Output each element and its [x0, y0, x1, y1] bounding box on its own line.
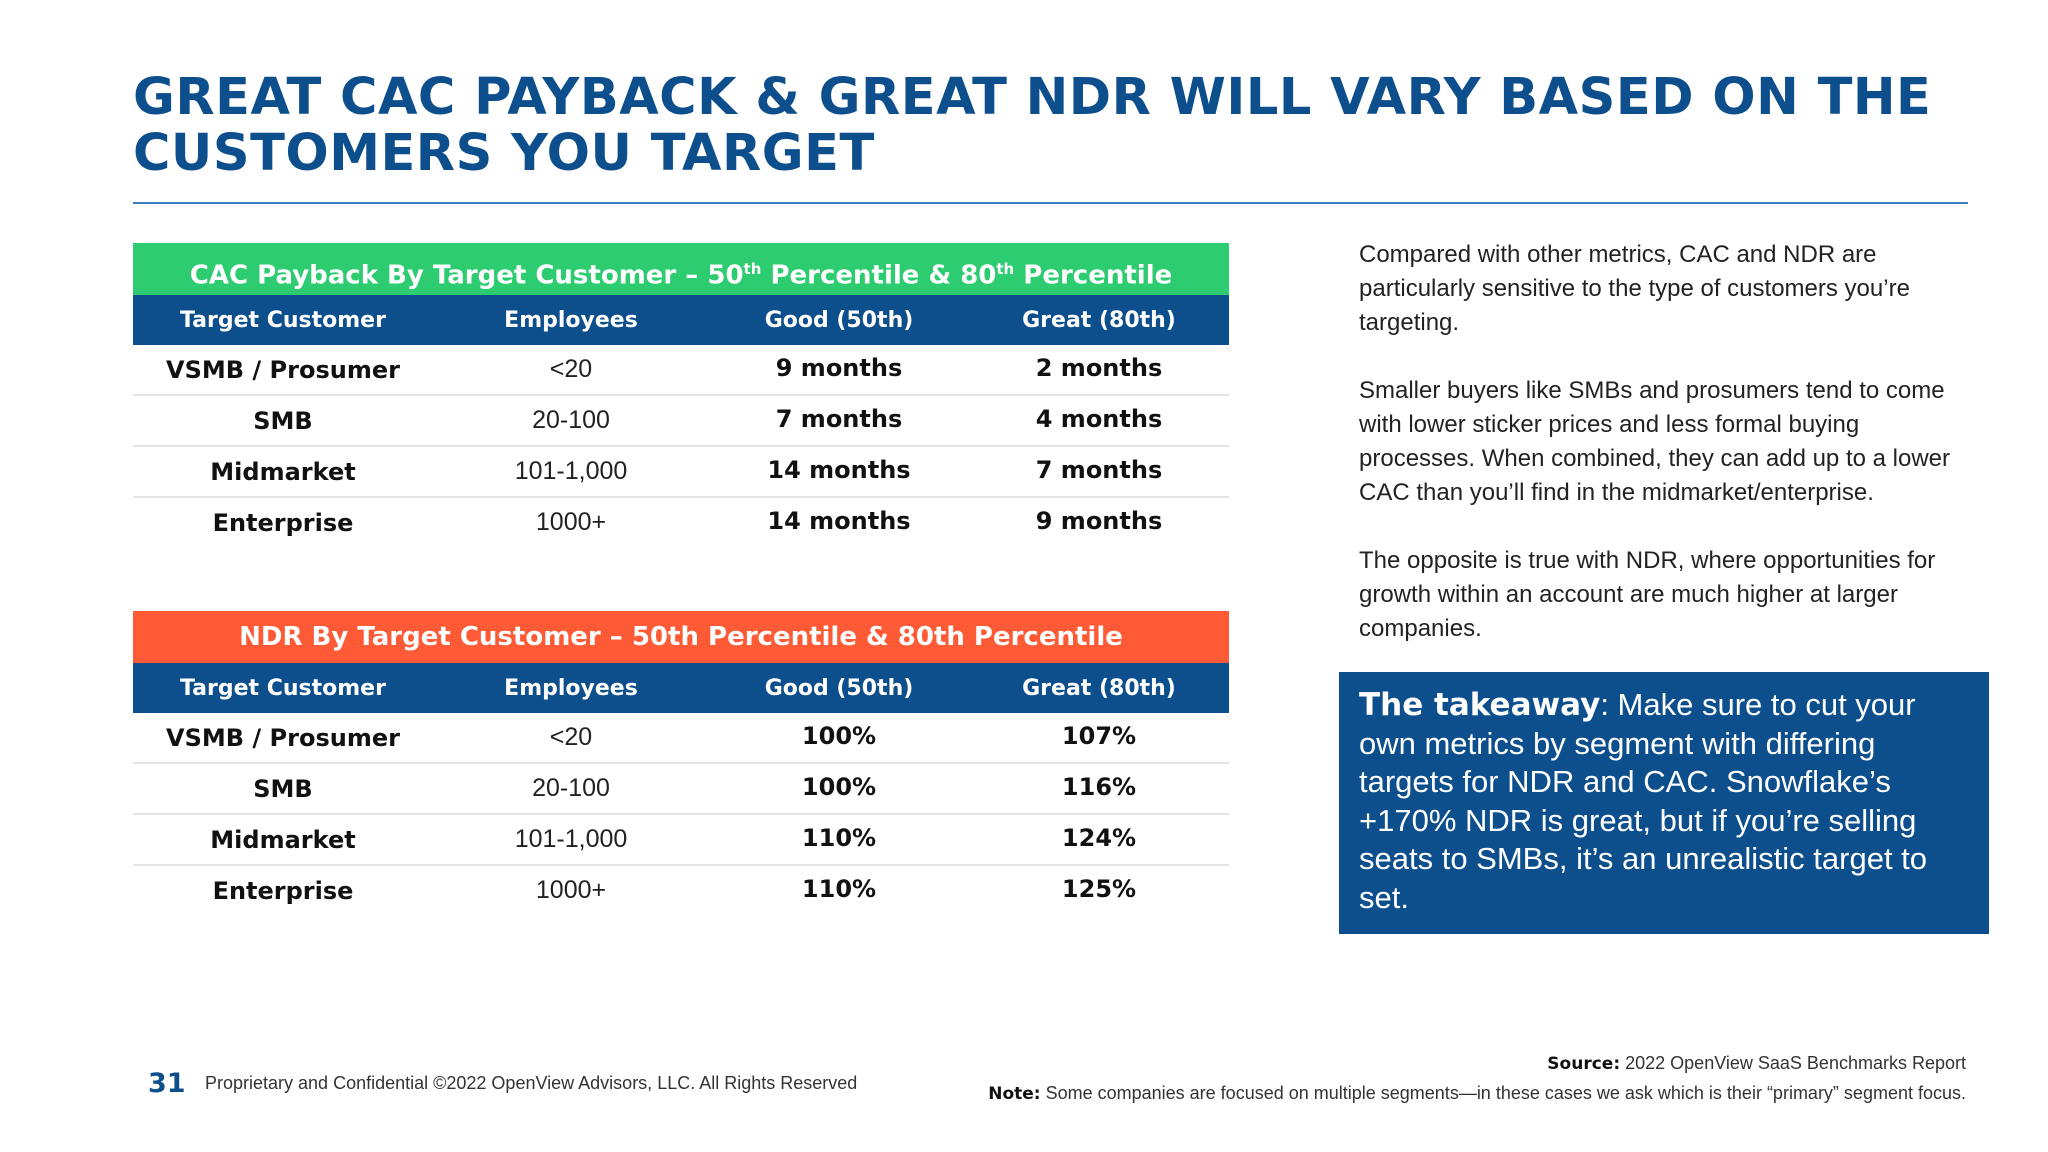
table-row: Enterprise 1000+ 14 months 9 months	[133, 498, 1229, 547]
cell-good: 100%	[801, 772, 877, 801]
cell-great: 9 months	[1035, 506, 1163, 535]
cell-good: 110%	[801, 874, 877, 903]
cac-banner-text-2: Percentile & 80	[761, 260, 997, 291]
cell-good: 14 months	[767, 506, 911, 535]
table-row: Enterprise 1000+ 110% 125%	[133, 866, 1229, 915]
cell-target-customer: Enterprise	[212, 508, 354, 537]
commentary-paragraph-2: Smaller buyers like SMBs and prosumers t…	[1359, 377, 1950, 506]
header-employees: Employees	[504, 675, 638, 701]
cell-employees: 101-1,000	[514, 825, 628, 853]
takeaway-callout: The takeaway: Make sure to cut your own …	[1339, 672, 1989, 934]
commentary-paragraph-1: Compared with other metrics, CAC and NDR…	[1359, 241, 1910, 336]
title-divider	[133, 202, 1968, 204]
copyright-notice: Proprietary and Confidential ©2022 OpenV…	[205, 1073, 858, 1093]
source-label: Source:	[1547, 1054, 1621, 1074]
page-number: 31	[148, 1068, 186, 1099]
cell-employees: <20	[549, 355, 593, 383]
cell-great: 116%	[1061, 772, 1137, 801]
cell-target-customer: SMB	[253, 774, 313, 803]
table-row: SMB 20-100 7 months 4 months	[133, 396, 1229, 447]
ndr-table: NDR By Target Customer – 50th Percentile…	[133, 611, 1229, 915]
source-citation: Source: 2022 OpenView SaaS Benchmarks Re…	[1547, 1053, 1966, 1074]
ndr-table-header: Target Customer Employees Good (50th) Gr…	[133, 663, 1229, 713]
cell-great: 124%	[1061, 823, 1137, 852]
cell-target-customer: Midmarket	[210, 457, 356, 486]
table-row: Midmarket 101-1,000 14 months 7 months	[133, 447, 1229, 498]
takeaway-text: : Make sure to cut your own metrics by s…	[1359, 687, 1928, 915]
cac-banner-sup-1: th	[743, 260, 762, 278]
header-employees: Employees	[504, 307, 638, 333]
table-row: SMB 20-100 100% 116%	[133, 764, 1229, 815]
cac-banner-text-3: Percentile	[1014, 260, 1173, 291]
cell-good: 9 months	[775, 353, 903, 382]
cell-good: 14 months	[767, 455, 911, 484]
header-target-customer: Target Customer	[180, 675, 386, 701]
cell-employees: 1000+	[535, 508, 607, 536]
table-row: VSMB / Prosumer <20 100% 107%	[133, 713, 1229, 764]
cell-target-customer: VSMB / Prosumer	[166, 723, 400, 752]
cell-good: 100%	[801, 721, 877, 750]
page-title: GREAT CAC PAYBACK & GREAT NDR WILL VARY …	[133, 68, 1932, 183]
header-good: Good (50th)	[764, 675, 914, 701]
takeaway-label: The takeaway	[1359, 687, 1601, 723]
cell-great: 125%	[1061, 874, 1137, 903]
header-great: Great (80th)	[1022, 307, 1176, 333]
cell-great: 7 months	[1035, 455, 1163, 484]
cell-target-customer: VSMB / Prosumer	[166, 355, 400, 384]
cell-target-customer: Midmarket	[210, 825, 356, 854]
header-great: Great (80th)	[1022, 675, 1176, 701]
cell-great: 4 months	[1035, 404, 1163, 433]
footnote: Note: Some companies are focused on mult…	[988, 1083, 1966, 1104]
cac-banner-sup-2: th	[996, 260, 1015, 278]
cell-employees: 1000+	[535, 876, 607, 904]
note-text: Some companies are focused on multiple s…	[1040, 1083, 1966, 1103]
table-row: Midmarket 101-1,000 110% 124%	[133, 815, 1229, 866]
cac-payback-table: CAC Payback By Target Customer – 50th Pe…	[133, 243, 1229, 547]
cell-employees: 101-1,000	[514, 457, 628, 485]
cac-table-header: Target Customer Employees Good (50th) Gr…	[133, 295, 1229, 345]
cell-employees: <20	[549, 723, 593, 751]
header-good: Good (50th)	[764, 307, 914, 333]
source-text: 2022 OpenView SaaS Benchmarks Report	[1620, 1053, 1966, 1073]
cell-target-customer: Enterprise	[212, 876, 354, 905]
table-row: VSMB / Prosumer <20 9 months 2 months	[133, 345, 1229, 396]
cac-banner-text-1: CAC Payback By Target Customer – 50	[189, 260, 744, 291]
cell-great: 2 months	[1035, 353, 1163, 382]
cac-table-banner: CAC Payback By Target Customer – 50th Pe…	[133, 243, 1229, 295]
cell-target-customer: SMB	[253, 406, 313, 435]
side-commentary: Compared with other metrics, CAC and NDR…	[1359, 238, 1969, 680]
ndr-table-banner: NDR By Target Customer – 50th Percentile…	[133, 611, 1229, 663]
cell-good: 7 months	[775, 404, 903, 433]
cell-employees: 20-100	[532, 774, 610, 802]
commentary-paragraph-3: The opposite is true with NDR, where opp…	[1359, 547, 1936, 642]
cell-great: 107%	[1061, 721, 1137, 750]
cell-employees: 20-100	[532, 406, 610, 434]
note-label: Note:	[988, 1084, 1041, 1104]
cell-good: 110%	[801, 823, 877, 852]
header-target-customer: Target Customer	[180, 307, 386, 333]
